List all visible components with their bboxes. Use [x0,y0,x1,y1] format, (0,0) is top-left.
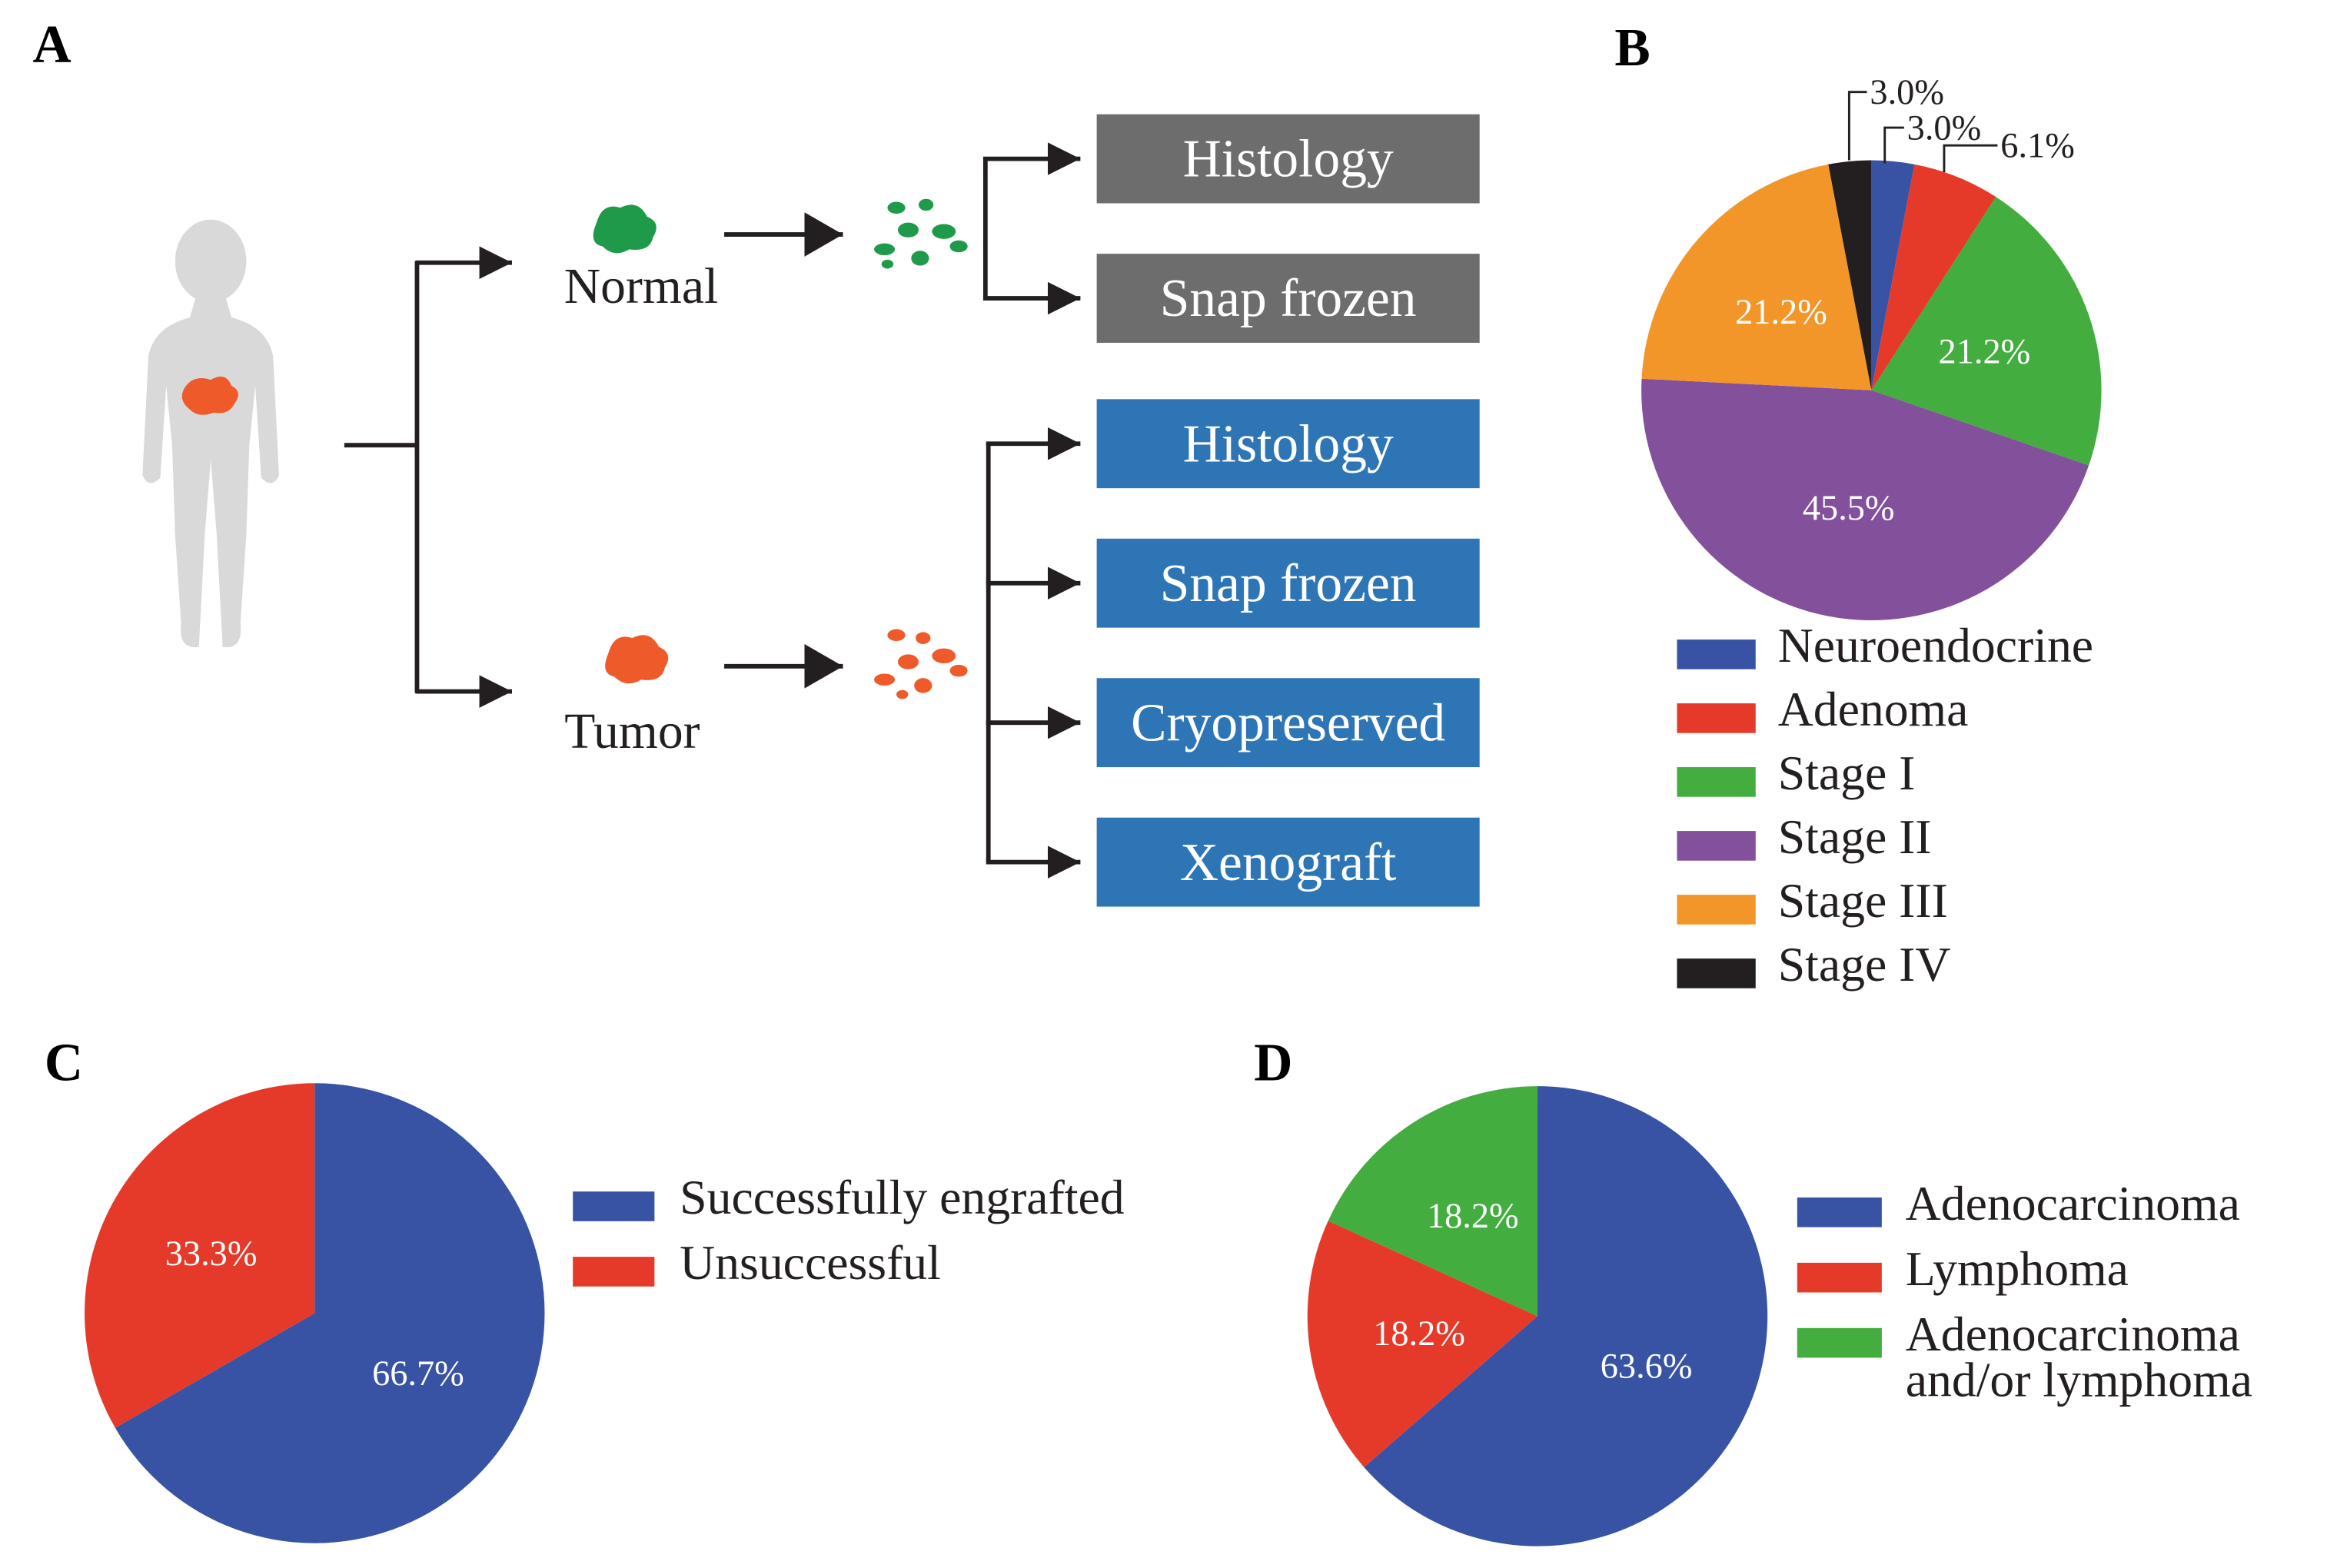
tumor-tissue [605,635,669,684]
value-label: 66.7% [372,1354,464,1394]
panel-label: C [45,1033,83,1092]
legend-swatch [573,1191,655,1221]
value-label: 33.3% [165,1234,258,1274]
normal-label: Normal [564,259,718,314]
pie-slice [1871,164,1996,390]
output-box [1096,817,1480,907]
legend-swatch [1677,703,1756,733]
legend-label: Adenocarcinoma and/or lymphoma [1905,1313,2252,1409]
legend-entry: Adenoma [1777,688,1969,738]
pie-slice [1871,160,1915,390]
value-label: 6.1% [2000,127,2075,166]
pie-slice [1364,1086,1768,1546]
value-label: 18.2% [1373,1314,1465,1354]
legend-swatch [1677,831,1756,861]
value-label: 63.6% [1601,1347,1693,1386]
legend-entry: Unsuccessful [680,1241,941,1291]
legend-label: Stage IV [1777,943,1951,993]
legend-label: Stage II [1777,816,1932,865]
output-label: Snap frozen [1160,269,1417,328]
pie-slice [85,1083,315,1428]
panel-label: B [1614,18,1650,78]
output-label: Histology [1183,414,1394,473]
pie-slice [1641,378,2089,620]
legend-label: Stage I [1777,752,1916,802]
pie-slice [1328,1086,1537,1317]
output-label: Xenograft [1180,833,1397,892]
panel-label: D [1254,1033,1292,1092]
legend-swatch [1797,1327,1882,1358]
output-box [1096,114,1480,204]
output-label: Snap frozen [1160,554,1417,613]
legend-label: Adenocarcinoma [1905,1182,2240,1232]
legend-label: Neuroendocrine [1777,624,2094,674]
legend-entry: Stage IV [1777,943,1951,993]
legend-entry: Stage II [1777,816,1932,865]
legend-label: Stage III [1777,879,1948,929]
legend-swatch [1677,958,1756,988]
legend-swatch [1677,895,1756,925]
normal-fragments [874,198,968,269]
legend-entry: Stage III [1777,879,1948,929]
legend-entry: Stage I [1777,752,1916,802]
tumor-organ [181,376,238,415]
leader-line [1883,126,1904,164]
human-silhouette [142,219,279,648]
legend-entry: Lymphoma [1905,1247,2129,1297]
legend-entry: Successfully engrafted [680,1176,1125,1226]
legend-swatch [573,1257,655,1287]
output-box [1096,254,1480,343]
value-label: 3.0% [1870,73,1944,112]
normal-tissue [593,204,657,254]
legend-swatch [1797,1262,1882,1293]
legend-swatch [1677,767,1756,797]
legend-entry: Adenocarcinoma and/or lymphoma [1905,1313,2252,1409]
legend-swatch [1677,639,1756,669]
pie-slice [1871,197,2102,466]
output-box [1096,678,1480,768]
pie-slice [1828,160,1872,390]
legend-label: Unsuccessful [680,1241,941,1291]
tumor-fragments [874,629,968,699]
pie-slice [115,1083,545,1543]
legend-label: Successfully engrafted [680,1176,1125,1226]
legend-entry: Neuroendocrine [1777,624,2094,674]
value-label: 45.5% [1803,489,1895,528]
leader-line [1847,91,1867,161]
legend-label: Lymphoma [1905,1247,2129,1297]
legend-label: Adenoma [1777,688,1969,738]
value-label: 3.0% [1907,108,1982,148]
legend-entry: Adenocarcinoma [1905,1182,2240,1232]
output-label: Cryopreserved [1131,693,1445,752]
pie-slice [1641,164,1872,390]
output-box [1096,399,1480,489]
tumor-label: Tumor [564,704,700,759]
value-label: 21.2% [1939,332,2031,371]
panel-label: A [32,15,71,75]
output-label: Histology [1183,130,1394,189]
leader-line [1943,144,1998,172]
value-label: 18.2% [1427,1197,1519,1236]
output-box [1096,538,1480,628]
connectors [344,212,843,708]
pie-slice [1307,1221,1537,1467]
value-label: 21.2% [1735,293,1827,332]
legend-swatch [1797,1197,1882,1227]
